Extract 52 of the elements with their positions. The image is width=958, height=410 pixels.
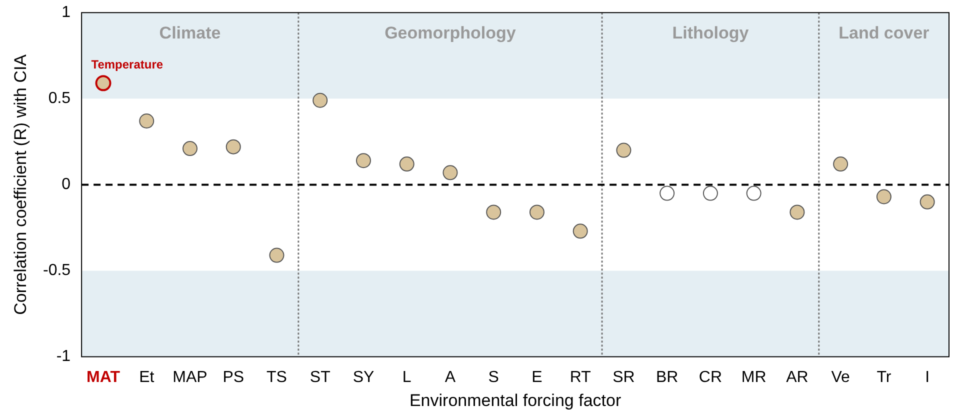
point bbox=[95, 75, 112, 92]
x-axis-title: Environmental forcing factor bbox=[409, 391, 622, 410]
x-tick-label: TS bbox=[266, 368, 287, 386]
point bbox=[312, 92, 328, 108]
annotation: Geomorphology bbox=[384, 23, 516, 42]
point bbox=[746, 186, 762, 201]
point bbox=[442, 165, 458, 180]
point bbox=[486, 204, 502, 220]
y-tick-label: 1 bbox=[62, 4, 71, 22]
point bbox=[399, 156, 414, 172]
x-tick-label: Tr bbox=[876, 368, 892, 386]
y-axis-title: Correlation coefficient (R) with CIA bbox=[11, 54, 30, 315]
x-tick-label: S bbox=[488, 368, 499, 386]
x-tick-label: MR bbox=[741, 368, 766, 386]
point bbox=[616, 142, 632, 158]
point bbox=[790, 204, 805, 220]
point bbox=[660, 186, 675, 201]
y-tick-label: -0.5 bbox=[42, 262, 71, 280]
x-tick-label: A bbox=[444, 368, 456, 386]
point bbox=[356, 153, 371, 168]
point bbox=[833, 156, 848, 172]
point bbox=[269, 248, 284, 263]
x-tick-label: CR bbox=[698, 368, 722, 386]
x-tick-label: SR bbox=[612, 368, 635, 386]
x-tick-label: I bbox=[925, 368, 930, 386]
x-tick-label: L bbox=[402, 368, 412, 386]
point bbox=[702, 186, 718, 201]
point bbox=[226, 139, 241, 154]
point bbox=[572, 224, 588, 239]
x-tick-label: Ve bbox=[831, 368, 850, 386]
x-tick-label: Et bbox=[139, 368, 155, 386]
x-tick-label: BR bbox=[656, 368, 678, 386]
annotation: Lithology bbox=[672, 23, 750, 42]
point bbox=[139, 114, 154, 129]
y-tick-label: -1 bbox=[56, 348, 71, 366]
x-tick-label: RT bbox=[570, 368, 592, 386]
annotation: Temperature bbox=[91, 57, 164, 72]
annotation: Land cover bbox=[838, 23, 930, 42]
x-tick-label: AR bbox=[786, 368, 808, 386]
x-tick-label: PS bbox=[222, 368, 244, 386]
point bbox=[182, 141, 198, 156]
x-tick-label: SY bbox=[352, 368, 374, 386]
x-tick-label: E bbox=[532, 368, 542, 386]
x-tick-label: MAP bbox=[172, 368, 208, 386]
point bbox=[876, 189, 892, 204]
y-tick-label: 0 bbox=[62, 176, 71, 194]
point bbox=[920, 194, 935, 210]
point bbox=[529, 204, 544, 220]
y-tick-label: 0.5 bbox=[48, 90, 71, 108]
annotation: Climate bbox=[159, 23, 221, 42]
x-tick-label: MAT bbox=[86, 368, 120, 386]
x-tick-label: ST bbox=[310, 368, 331, 386]
